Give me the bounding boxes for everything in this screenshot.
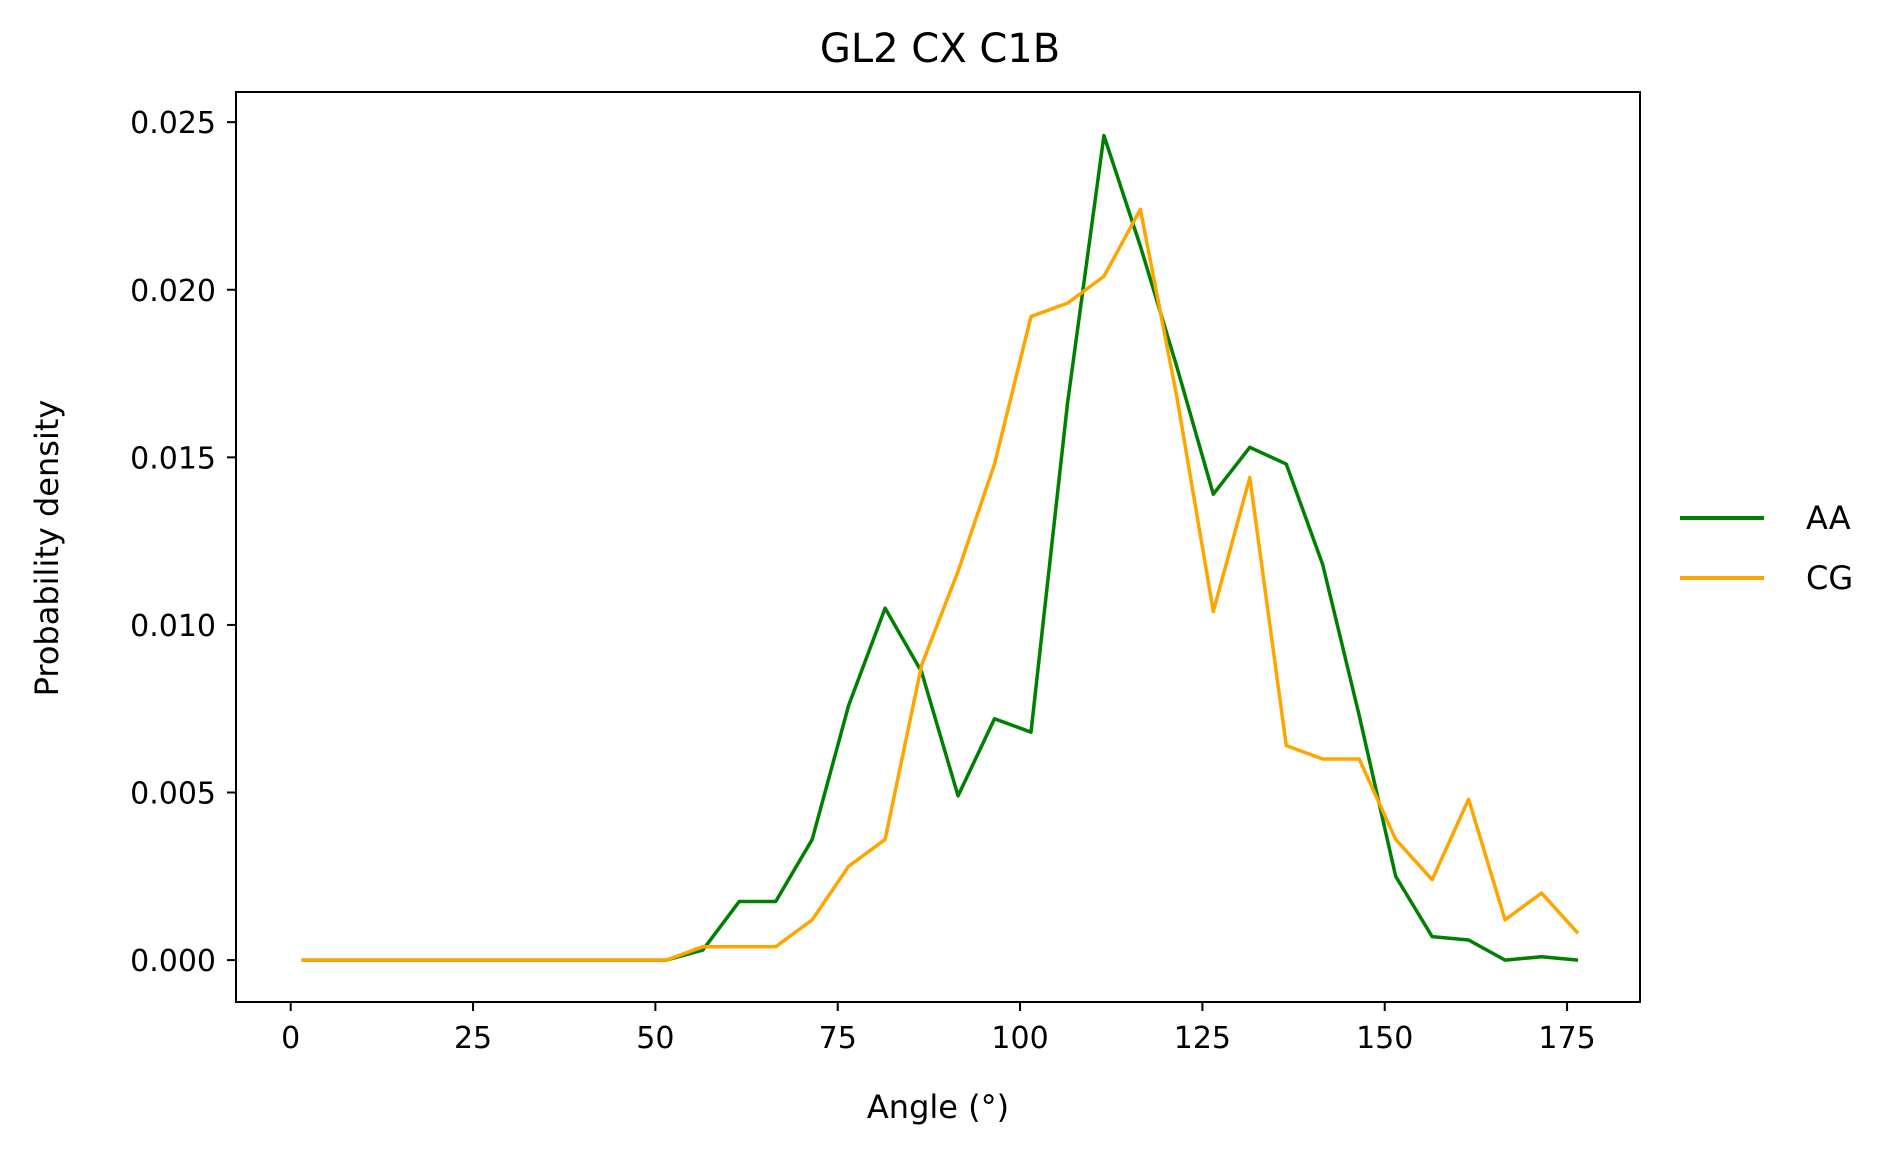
legend-item-aa: AA <box>1680 499 1851 537</box>
y-tick-label: 0.015 <box>130 441 216 476</box>
y-tick-label: 0.000 <box>130 944 216 979</box>
x-tick-label: 25 <box>454 1021 492 1056</box>
legend: AA CG <box>1680 499 1853 597</box>
series-layer <box>301 133 1580 962</box>
x-tick-label: 75 <box>819 1021 857 1056</box>
y-tick-label: 0.005 <box>130 777 216 812</box>
x-tick-label: 0 <box>281 1021 300 1056</box>
series-line-cg <box>301 207 1580 962</box>
x-tick-label: 125 <box>1174 1021 1231 1056</box>
y-tick-label: 0.010 <box>130 609 216 644</box>
x-tick-label: 50 <box>636 1021 674 1056</box>
plot-frame <box>235 91 1641 1003</box>
x-axis-title: Angle (°) <box>867 1088 1009 1126</box>
x-tick-label: 150 <box>1356 1021 1413 1056</box>
x-tick-label: 175 <box>1538 1021 1595 1056</box>
y-tick-label: 0.020 <box>130 274 216 309</box>
legend-label: AA <box>1806 499 1851 537</box>
x-tick-label: 100 <box>991 1021 1048 1056</box>
x-axis: 0 25 50 75 100 125 150 175 <box>281 1002 1596 1056</box>
legend-label: CG <box>1806 559 1853 597</box>
y-axis-title: Probability density <box>28 400 66 697</box>
chart-title: GL2 CX C1B <box>820 26 1060 72</box>
y-tick-label: 0.025 <box>130 106 216 141</box>
y-axis: 0.000 0.005 0.010 0.015 0.020 0.025 <box>130 106 236 979</box>
legend-item-cg: CG <box>1680 559 1853 597</box>
series-cg <box>301 207 1580 962</box>
